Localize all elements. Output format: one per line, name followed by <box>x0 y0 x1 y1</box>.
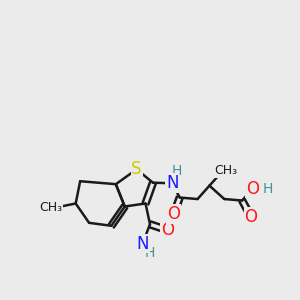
Text: CH₃: CH₃ <box>39 202 62 214</box>
Text: O: O <box>246 180 259 198</box>
Text: N: N <box>136 235 149 253</box>
Text: H: H <box>145 245 155 260</box>
Text: O: O <box>161 221 174 239</box>
Text: H: H <box>172 164 182 178</box>
Text: S: S <box>131 160 142 178</box>
Text: N: N <box>166 174 178 192</box>
Text: H: H <box>262 182 273 196</box>
Text: CH₃: CH₃ <box>214 164 237 177</box>
Text: O: O <box>167 205 180 223</box>
Text: O: O <box>244 208 258 226</box>
